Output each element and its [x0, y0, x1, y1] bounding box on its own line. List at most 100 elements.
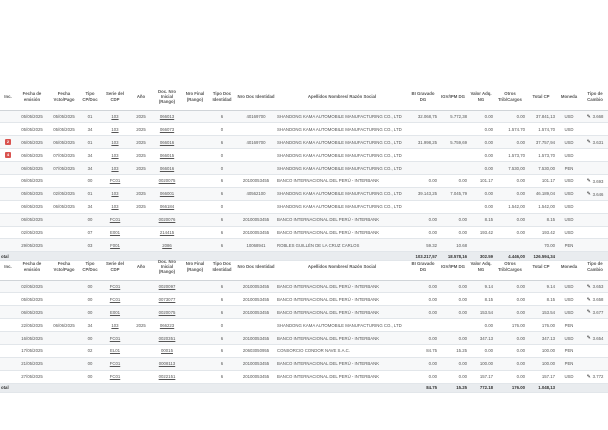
id-type-cell: 6 [220, 113, 224, 119]
doc-number-link[interactable]: 00015 [161, 348, 173, 354]
doc-number-link[interactable]: 066015 [159, 152, 175, 158]
id-type-cell: 6 [220, 191, 224, 197]
doc-number-link[interactable]: 0020097 [158, 283, 176, 289]
exchange-rate-cell: ✎ 3.646 [582, 187, 608, 200]
exchange-rate-value: 3.677 [592, 309, 604, 315]
series-link[interactable]: E001 [109, 309, 121, 315]
business-name-cell: SHANDONG KAMA AUTOMOBILE MANUFACTURING C… [277, 165, 402, 171]
doc-number-link[interactable]: 0020075 [158, 309, 176, 315]
totals-otros-cell: 176.00 [494, 383, 526, 393]
emission-date-cell: 02/05/2025 [21, 283, 43, 289]
pencil-icon[interactable]: ✎ [586, 139, 591, 146]
pencil-icon[interactable]: ✎ [586, 113, 591, 120]
series-link[interactable]: FC01 [109, 296, 121, 302]
final-number-cell [182, 110, 208, 123]
totals-empty-cell [152, 251, 182, 261]
year-cell: 2025 [136, 113, 146, 119]
series-link[interactable]: FC01 [109, 178, 121, 184]
column-header: BI Gravado DG [411, 91, 435, 102]
series-link[interactable]: FC01 [109, 374, 121, 380]
doc-number-link[interactable]: 0020075 [158, 178, 176, 184]
column-header: Otros Trib/Cargos [498, 261, 522, 272]
incidence-cell: 4 [0, 149, 16, 162]
id-number-cell [236, 162, 276, 175]
doc-number-link[interactable]: 0020351 [158, 335, 176, 341]
series-link[interactable]: 103 [111, 139, 119, 145]
series-link[interactable]: 103 [111, 152, 119, 158]
other-charges-cell: 0.00 [516, 178, 525, 184]
acquisition-value-cell: 0.00 [484, 139, 493, 145]
exchange-rate-wrap: ✎ 3.772 [587, 374, 604, 379]
doc-number-link[interactable]: 0020076 [158, 217, 176, 223]
incidence-cell [0, 174, 16, 187]
doc-type-cell: 00 [87, 374, 93, 380]
incidence-badge[interactable]: 4 [5, 152, 11, 159]
business-name-cell: SHANDONG KAMA AUTOMOBILE MANUFACTURING C… [277, 113, 402, 119]
pencil-icon[interactable]: ✎ [586, 373, 591, 380]
series-link[interactable]: 103 [111, 165, 119, 171]
series-link[interactable]: 103 [111, 113, 119, 119]
year-cell [130, 239, 152, 252]
doc-number-link[interactable]: 066016 [159, 139, 175, 145]
series-link[interactable]: FC01 [109, 217, 121, 223]
pencil-icon[interactable]: ✎ [586, 335, 591, 342]
series-link[interactable]: FC01 [109, 335, 121, 341]
id-number-cell: 20603050955 [242, 348, 270, 354]
doc-number-link[interactable]: 2086 [162, 242, 172, 248]
series-link[interactable]: EL01 [109, 348, 121, 354]
due-date-cell: 06/06/2025 [53, 322, 75, 328]
table-row: 06/05/2025 07/05/2025 34 103 2025 066016 0 SHAN… [0, 161, 608, 175]
series-link[interactable]: 103 [111, 126, 119, 132]
id-number-cell [236, 319, 276, 332]
totals-bi-cell: 84.75 [408, 383, 438, 393]
taxable-base-cell: 0.00 [428, 309, 437, 315]
acquisition-value-cell: 193.42 [479, 229, 493, 235]
total-cell: 1.574,70 [538, 126, 555, 132]
doc-number-link[interactable]: 066016 [159, 165, 175, 171]
taxable-base-cell: 0.00 [428, 229, 437, 235]
acquisition-value-cell: 153.54 [479, 309, 493, 315]
incidence-badge[interactable]: 2 [5, 139, 11, 146]
acquisition-value-cell: 0.00 [484, 113, 493, 119]
column-header: Fecha Vcto/Pago [53, 261, 75, 272]
business-name-cell: BANCO INTERNACIONAL DEL PERÚ - INTERBANK [277, 283, 380, 289]
incidence-cell [0, 370, 16, 383]
due-date-cell: 06/05/2025 [53, 139, 75, 145]
emission-date-cell: 06/05/2025 [21, 152, 43, 158]
series-link[interactable]: E001 [109, 229, 121, 235]
emission-date-cell: 22/05/2025 [21, 322, 43, 328]
totals-empty-cell [48, 383, 80, 393]
series-link[interactable]: 103 [111, 204, 119, 210]
doc-number-link[interactable]: 066223 [159, 322, 175, 328]
series-link[interactable]: FC01 [109, 283, 121, 289]
igv-cell: 0.00 [458, 361, 467, 367]
doc-number-link[interactable]: 066001 [159, 191, 175, 197]
final-number-cell [182, 149, 208, 162]
doc-number-link[interactable]: 0008113 [158, 361, 176, 367]
doc-number-link[interactable]: 0022151 [158, 374, 176, 380]
doc-number-link[interactable]: 066073 [159, 126, 175, 132]
pencil-icon[interactable]: ✎ [586, 191, 591, 198]
series-link[interactable]: 103 [111, 322, 119, 328]
incidence-cell [0, 110, 16, 123]
exchange-rate-value: 3.658 [592, 297, 604, 303]
year-cell: 2025 [136, 191, 146, 197]
id-type-cell: 0 [220, 322, 224, 328]
incidence-cell [0, 162, 16, 175]
acquisition-value-cell [468, 239, 494, 252]
year-cell [130, 344, 152, 357]
series-link[interactable]: 103 [111, 191, 119, 197]
table-row: 4 06/05/2025 07/05/2025 34 103 2025 066015 0 SHA… [0, 149, 608, 162]
final-number-cell [182, 370, 208, 383]
doc-number-link[interactable]: 0073077 [158, 296, 176, 302]
series-link[interactable]: F001 [110, 242, 120, 248]
doc-number-link[interactable]: 066184 [159, 204, 175, 210]
doc-number-link[interactable]: 066013 [159, 113, 175, 119]
pencil-icon[interactable]: ✎ [586, 178, 591, 185]
pencil-icon[interactable]: ✎ [586, 309, 591, 316]
exchange-rate-value: 3.772 [592, 374, 604, 380]
pencil-icon[interactable]: ✎ [586, 296, 591, 303]
doc-number-link[interactable]: 214415 [159, 229, 175, 235]
series-link[interactable]: FC01 [109, 361, 121, 367]
pencil-icon[interactable]: ✎ [586, 283, 591, 290]
